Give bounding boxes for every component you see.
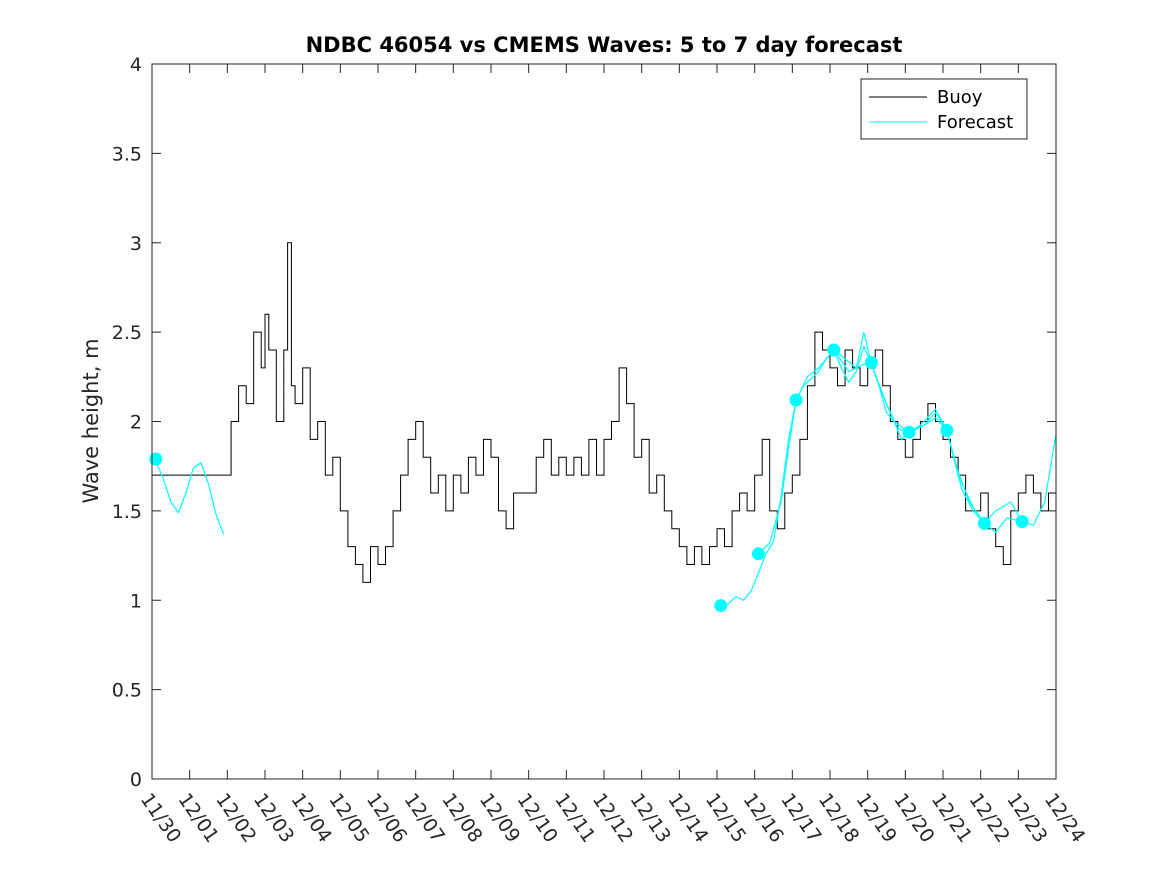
y-tick-label: 3.5 [112, 143, 142, 165]
legend-box [860, 78, 1028, 140]
forecast-line-7 [946, 430, 1057, 526]
forecast-line-6 [908, 417, 1023, 534]
forecast-marker-2 [751, 547, 765, 561]
forecast-marker-3 [789, 393, 803, 407]
legend-label-buoy: Buoy [937, 87, 983, 108]
data-layer [149, 242, 1057, 613]
forecast-marker-6 [902, 425, 916, 439]
chart-title: NDBC 46054 vs CMEMS Waves: 5 to 7 day fo… [306, 33, 903, 57]
y-tick-label: 2 [130, 412, 142, 434]
plot-area [152, 64, 1056, 779]
legend: Buoy Forecast [860, 78, 1028, 140]
y-axis-label: Wave height, m [79, 338, 103, 503]
forecast-line-0 [155, 460, 225, 535]
buoy-line [152, 242, 1056, 583]
forecast-marker-0 [149, 452, 163, 466]
legend-label-forecast: Forecast [937, 112, 1013, 133]
forecast-marker-8 [977, 516, 991, 530]
y-tick-label: 1.5 [112, 501, 142, 523]
forecast-marker-7 [940, 423, 954, 437]
forecast-line-1 [720, 399, 797, 607]
y-tick-label: 2.5 [112, 322, 142, 344]
y-tick-label: 1 [130, 590, 142, 612]
forecast-marker-4 [827, 343, 841, 357]
forecast-marker-9 [1015, 515, 1029, 529]
forecast-line-2 [757, 344, 872, 555]
forecast-marker-1 [714, 599, 728, 613]
y-tick-label: 3 [130, 233, 142, 255]
y-tick-label: 0.5 [112, 680, 142, 702]
forecast-marker-5 [864, 356, 878, 369]
y-tick-label: 4 [130, 54, 142, 76]
y-tick-label: 0 [130, 769, 142, 791]
